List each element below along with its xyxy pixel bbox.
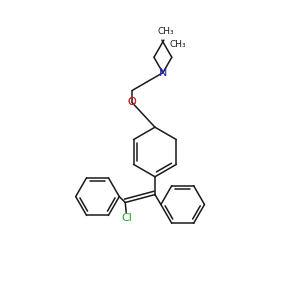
- Text: N: N: [159, 68, 167, 78]
- Text: CH₃: CH₃: [158, 27, 174, 36]
- Text: O: O: [128, 98, 136, 107]
- Text: O: O: [128, 98, 136, 107]
- Text: Cl: Cl: [122, 213, 133, 224]
- Text: CH₃: CH₃: [169, 40, 186, 49]
